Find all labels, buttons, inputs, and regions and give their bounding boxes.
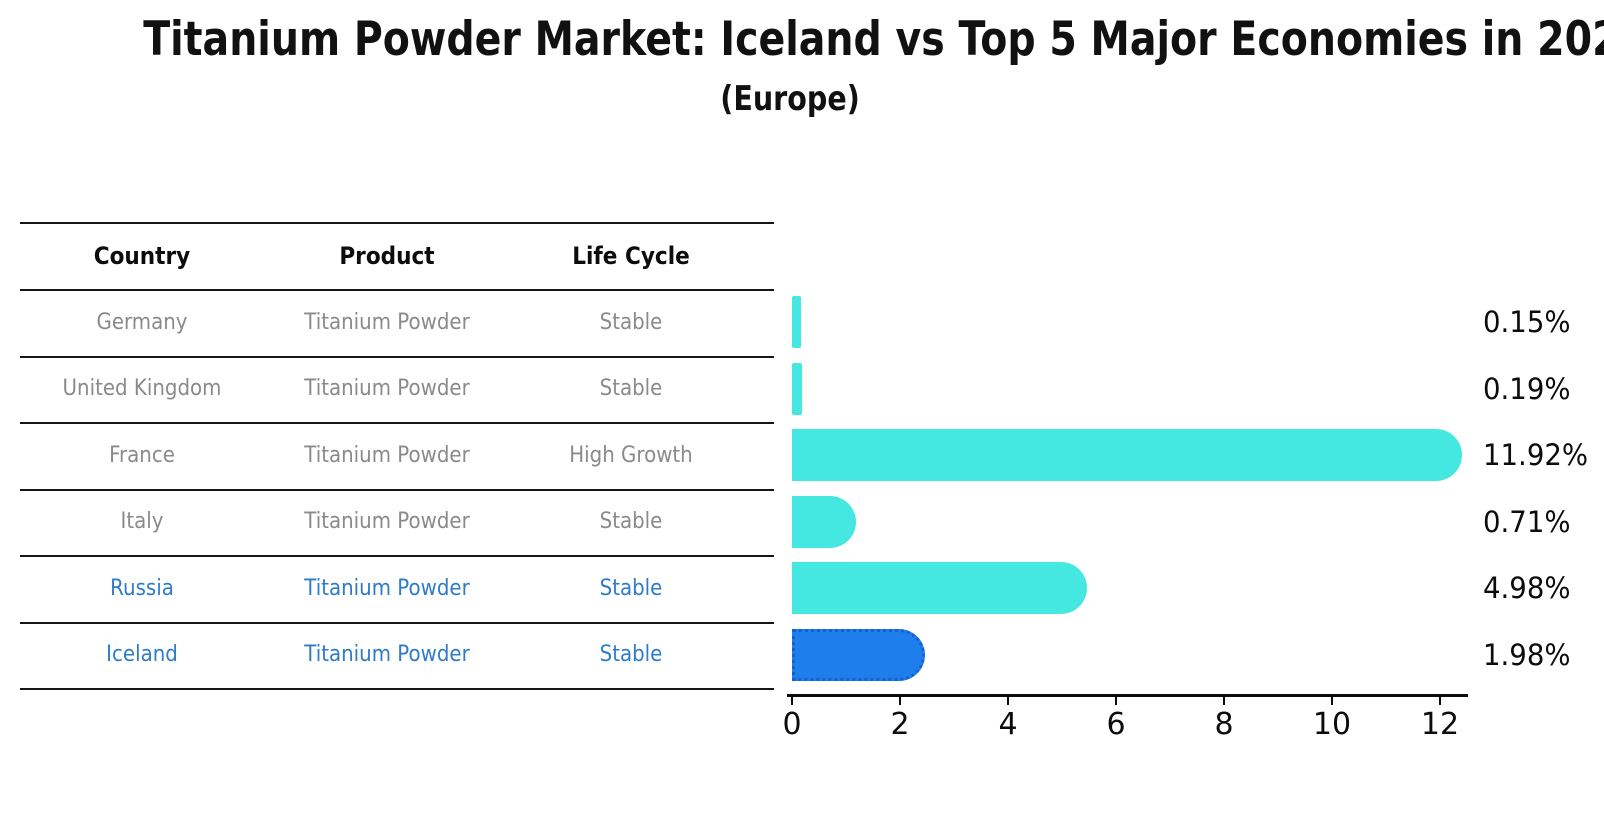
- page-title-text: Titanium Powder Market: Iceland vs Top 5…: [143, 12, 1604, 67]
- table-cell-country: Germany: [96, 309, 188, 335]
- table-header-product: Product: [339, 241, 435, 270]
- table-header-country: Country: [93, 241, 191, 270]
- table-cell-product: Titanium Powder: [304, 376, 470, 402]
- bar-value-label: 4.98%: [1483, 571, 1571, 605]
- table-line: [20, 555, 774, 557]
- x-axis-tick: [1007, 696, 1009, 705]
- bar-value-label: 1.98%: [1483, 637, 1571, 672]
- table-cell-country: France: [109, 442, 175, 468]
- x-axis-tick: [1439, 696, 1441, 705]
- table-row: Italy Titanium Powder Stable: [20, 489, 774, 556]
- bar: [792, 429, 1462, 482]
- bar: [792, 628, 925, 681]
- table-cell-product: Titanium Powder: [304, 642, 470, 668]
- page-title: Titanium Powder Market: Iceland vs Top 5…: [0, 12, 1604, 67]
- x-axis-tick-label: 10: [1312, 707, 1352, 742]
- table-cell-country: Italy: [120, 509, 164, 535]
- table-cell-country: Iceland: [106, 642, 178, 668]
- table-line: [20, 688, 774, 690]
- bar: [792, 362, 803, 415]
- table-row: France Titanium Powder High Growth: [20, 422, 774, 489]
- table-line: [20, 289, 774, 291]
- table-row: Germany Titanium Powder Stable: [20, 289, 774, 356]
- x-axis-tick: [1115, 696, 1117, 705]
- x-axis-tick-label: 2: [890, 707, 910, 742]
- table-row: Russia Titanium Powder Stable: [20, 555, 774, 622]
- table-cell-lifecycle: Stable: [599, 642, 663, 668]
- bar-value-label: 0.19%: [1483, 371, 1571, 406]
- bar-value-label: 0.71%: [1483, 504, 1571, 539]
- bar: [792, 495, 857, 548]
- table-cell-country: United Kingdom: [62, 376, 222, 402]
- table-row: United Kingdom Titanium Powder Stable: [20, 356, 774, 423]
- table-cell-lifecycle: High Growth: [569, 442, 693, 468]
- bar-value-label: 11.92%: [1483, 438, 1589, 472]
- x-axis-tick: [1331, 696, 1333, 705]
- table-line: [20, 422, 774, 424]
- x-axis-line: [787, 694, 1468, 697]
- table-cell-product: Titanium Powder: [304, 442, 470, 468]
- table-cell-country: Russia: [110, 575, 174, 601]
- table-line: [20, 222, 774, 224]
- x-axis-tick: [1223, 696, 1225, 705]
- x-axis-tick: [791, 696, 793, 705]
- x-axis-tick-label: 0: [782, 707, 802, 742]
- table-header-lifecycle: Life Cycle: [572, 241, 690, 270]
- x-axis-tick-label: 4: [998, 707, 1018, 742]
- table-header-row: Country Product Life Cycle: [20, 222, 774, 289]
- table-row: Iceland Titanium Powder Stable: [20, 622, 774, 689]
- table-cell-lifecycle: Stable: [599, 509, 663, 535]
- x-axis-tick: [899, 696, 901, 705]
- table-line: [20, 356, 774, 358]
- bar: [792, 296, 801, 349]
- table-cell-lifecycle: Stable: [599, 376, 663, 402]
- table-cell-lifecycle: Stable: [599, 309, 663, 335]
- bar-value-label: 0.15%: [1483, 305, 1571, 339]
- table-line: [20, 622, 774, 624]
- bar: [792, 562, 1087, 615]
- table-cell-product: Titanium Powder: [304, 509, 470, 535]
- x-axis-tick-label: 6: [1106, 707, 1126, 742]
- table-cell-product: Titanium Powder: [304, 575, 470, 601]
- table-line: [20, 489, 774, 491]
- page-subtitle: (Europe): [0, 79, 1580, 119]
- table-cell-lifecycle: Stable: [599, 575, 663, 601]
- page-subtitle-text: (Europe): [720, 79, 860, 119]
- table-cell-product: Titanium Powder: [304, 309, 470, 335]
- x-axis-tick-label: 8: [1214, 707, 1234, 742]
- x-axis-tick-label: 12: [1420, 707, 1460, 742]
